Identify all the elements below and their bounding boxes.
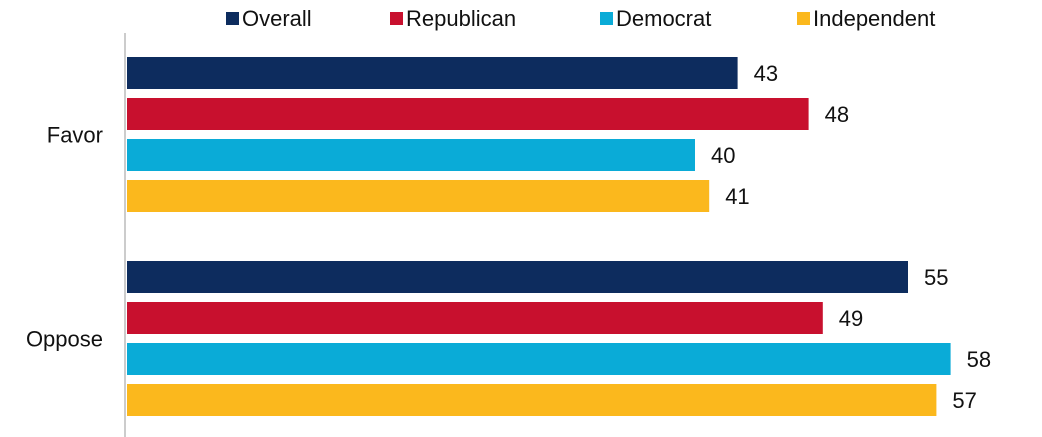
value-label-oppose-democrat: 58 xyxy=(967,347,991,372)
legend-label-democrat: Democrat xyxy=(616,6,711,31)
value-label-oppose-independent: 57 xyxy=(952,388,976,413)
value-label-oppose-republican: 49 xyxy=(839,306,863,331)
bar-favor-democrat xyxy=(127,139,695,171)
bars xyxy=(127,57,951,416)
legend-swatch-democrat xyxy=(600,12,613,25)
bar-oppose-republican xyxy=(127,302,823,334)
value-label-favor-republican: 48 xyxy=(825,102,849,127)
bar-oppose-overall xyxy=(127,261,908,293)
legend-swatch-republican xyxy=(390,12,403,25)
legend-label-republican: Republican xyxy=(406,6,516,31)
legend-swatch-overall xyxy=(226,12,239,25)
category-label-favor: Favor xyxy=(47,123,103,148)
value-label-favor-democrat: 40 xyxy=(711,143,735,168)
value-labels: 43 48 40 41 55 49 58 57 xyxy=(711,61,991,413)
bar-oppose-independent xyxy=(127,384,937,416)
legend-label-overall: Overall xyxy=(242,6,312,31)
bar-oppose-democrat xyxy=(127,343,951,375)
bar-favor-overall xyxy=(127,57,738,89)
value-label-favor-overall: 43 xyxy=(754,61,778,86)
legend-label-independent: Independent xyxy=(813,6,935,31)
legend-swatch-independent xyxy=(797,12,810,25)
category-labels: Favor Oppose xyxy=(26,123,103,352)
value-label-favor-independent: 41 xyxy=(725,184,749,209)
bar-favor-independent xyxy=(127,180,710,212)
bar-favor-republican xyxy=(127,98,809,130)
category-label-oppose: Oppose xyxy=(26,327,103,352)
legend: Overall Republican Democrat Independent xyxy=(226,6,935,31)
value-label-oppose-overall: 55 xyxy=(924,265,948,290)
